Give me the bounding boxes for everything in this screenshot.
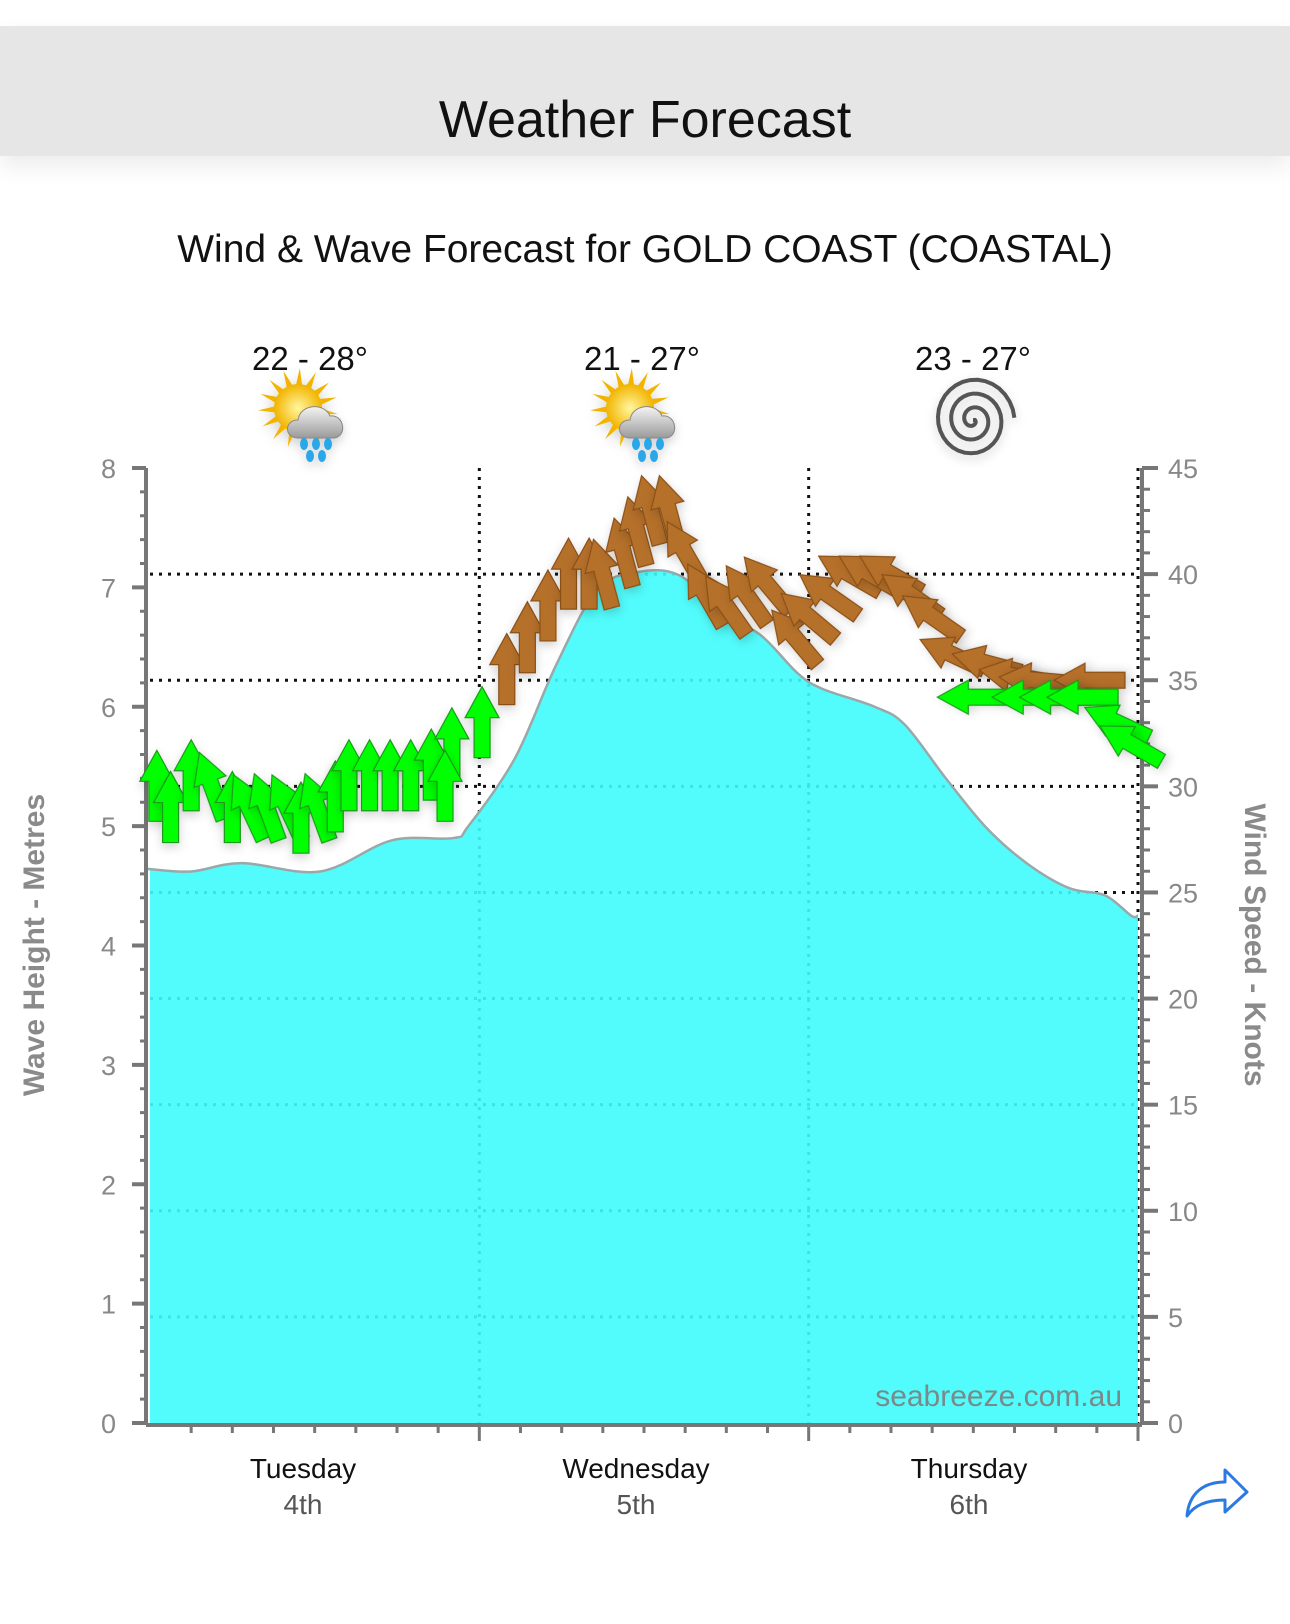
left-axis-tick-label: 7 [101, 573, 116, 603]
wave-height-line [145, 568, 1139, 919]
right-axis-tick-label: 30 [1168, 772, 1198, 802]
rain-drop [300, 438, 308, 450]
sun-ray [594, 415, 613, 427]
day-temp-range: 21 - 27° [584, 340, 700, 377]
right-axis-tick-label: 5 [1168, 1303, 1183, 1333]
sun-ray [258, 406, 277, 413]
rain-drop [632, 438, 640, 450]
wind-arrows [138, 474, 1167, 854]
sun-ray [283, 370, 294, 389]
wind-arrow [488, 632, 525, 706]
x-tick-date: 4th [284, 1489, 323, 1520]
right-axis-tick-label: 40 [1168, 560, 1198, 590]
left-axis-tick-label: 4 [101, 932, 116, 962]
right-axis-tick-label: 25 [1168, 878, 1198, 908]
right-axis-tick-label: 45 [1168, 454, 1198, 484]
wind-arrow [704, 575, 754, 641]
sun-ray [650, 397, 669, 406]
cloud [287, 406, 344, 439]
x-tick-day: Tuesday [250, 1453, 356, 1484]
wave-height-fill [146, 570, 1138, 1423]
sun-cloud-rain-icon [258, 368, 344, 462]
wind-arrow [771, 609, 825, 671]
watermark: seabreeze.com.au [875, 1380, 1122, 1413]
wind-arrow [725, 564, 775, 630]
wind-arrow [427, 749, 464, 822]
right-axis-tick-label: 35 [1168, 666, 1198, 696]
wind-arrow [464, 685, 501, 759]
sun-ray [627, 368, 635, 387]
wind-arrow [632, 474, 669, 548]
sun-ray [590, 406, 609, 413]
x-tick-day: Wednesday [562, 1453, 709, 1484]
right-axis-tick-label: 20 [1168, 985, 1198, 1015]
share-icon[interactable] [1185, 1468, 1249, 1518]
wind-arrow [604, 516, 641, 590]
day-temp-range: 22 - 28° [252, 340, 368, 377]
wind-arrow [1045, 679, 1119, 716]
sun-ray [295, 368, 303, 387]
day-temp-range: 23 - 27° [915, 340, 1031, 377]
sun-ray [592, 393, 611, 404]
left-axis-tick-label: 8 [101, 454, 116, 484]
app-header: Weather Forecast [0, 26, 1290, 156]
rain-drop [312, 438, 320, 450]
right-axis-tick-label: 10 [1168, 1197, 1198, 1227]
left-axis-tick-label: 0 [101, 1409, 116, 1439]
left-axis-tick-label: 3 [101, 1051, 116, 1081]
wind-spiral-icon [935, 377, 1017, 456]
wind-arrow [351, 738, 388, 812]
rain-drop [644, 438, 652, 450]
left-axis-tick-label: 2 [101, 1170, 116, 1200]
wind-arrow [618, 495, 655, 569]
left-axis-title: Wave Height - Metres [18, 794, 51, 1096]
chart-title: Wind & Wave Forecast for GOLD COAST (COA… [177, 228, 1113, 271]
rain-drop [306, 450, 314, 462]
sun-ray [615, 370, 626, 389]
right-axis-tick-label: 0 [1168, 1409, 1183, 1439]
wind-arrow [1098, 725, 1167, 770]
sun-ray [304, 372, 316, 391]
rain-drop [324, 438, 332, 450]
wave-height-area [145, 568, 1139, 1423]
left-axis-tick-label: 5 [101, 812, 116, 842]
wind-arrow [372, 738, 409, 812]
wind-arrow [248, 772, 287, 844]
right-axis-tick-label: 15 [1168, 1091, 1198, 1121]
rain-drop [318, 450, 326, 462]
sun-ray [262, 415, 281, 427]
left-axis-tick-label: 6 [101, 693, 116, 723]
right-axis-title: Wind Speed - Knots [1238, 803, 1271, 1086]
wind-arrow [936, 679, 1009, 716]
spiral [935, 377, 1017, 456]
page-title: Weather Forecast [438, 91, 852, 149]
wind-arrow [550, 536, 587, 610]
sun-ray [318, 397, 337, 406]
wind-arrow [330, 738, 367, 812]
x-tick-day: Thursday [911, 1453, 1028, 1484]
wind-arrow [152, 770, 189, 844]
wind-arrow [780, 592, 842, 647]
cloud [619, 406, 676, 439]
x-tick-date: 6th [950, 1489, 989, 1520]
sun-cloud-rain-icon [590, 368, 676, 462]
x-tick-date: 5th [617, 1489, 656, 1520]
wind-arrow [509, 600, 546, 674]
wind-arrow [433, 706, 470, 780]
sun-ray [260, 393, 279, 404]
rain-drop [638, 450, 646, 462]
wind-arrow [901, 595, 967, 645]
sun-ray [636, 372, 648, 391]
wind-arrow [798, 573, 864, 623]
rain-drop [650, 450, 658, 462]
rain-drop [656, 438, 664, 450]
left-axis-tick-label: 1 [101, 1290, 116, 1320]
wind-arrow [529, 568, 566, 642]
